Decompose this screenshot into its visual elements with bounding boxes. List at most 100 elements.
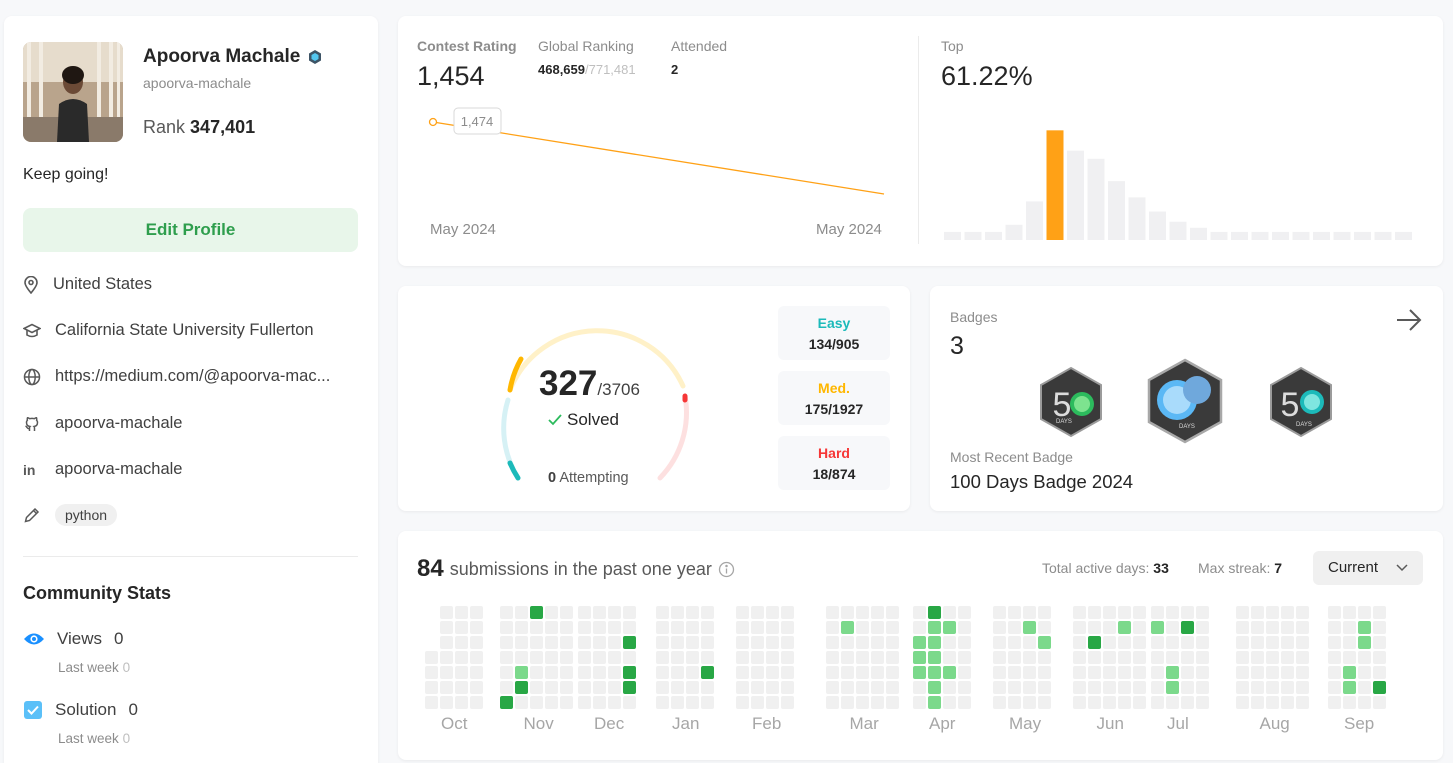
heatmap-cell[interactable] <box>1151 666 1164 679</box>
heatmap-cell[interactable] <box>1118 651 1131 664</box>
heatmap-cell[interactable] <box>608 651 621 664</box>
heatmap-cell[interactable] <box>1281 636 1294 649</box>
heatmap-cell[interactable] <box>871 696 884 709</box>
heatmap-cell[interactable] <box>455 696 468 709</box>
heatmap-cell[interactable] <box>500 681 513 694</box>
heatmap-cell[interactable] <box>826 636 839 649</box>
heatmap-cell[interactable] <box>1251 621 1264 634</box>
heatmap-cell[interactable] <box>545 651 558 664</box>
heatmap-cell[interactable] <box>578 606 591 619</box>
heatmap-cell[interactable] <box>913 681 926 694</box>
heatmap-cell[interactable] <box>871 606 884 619</box>
heatmap-cell[interactable] <box>886 606 899 619</box>
heatmap-cell[interactable] <box>943 606 956 619</box>
heatmap-cell[interactable] <box>1281 606 1294 619</box>
heatmap-cell[interactable] <box>841 651 854 664</box>
heatmap-cell[interactable] <box>826 606 839 619</box>
heatmap-cell[interactable] <box>1358 651 1371 664</box>
heatmap-cell[interactable] <box>766 696 779 709</box>
heatmap-cell[interactable] <box>1118 606 1131 619</box>
heatmap-cell[interactable] <box>1251 696 1264 709</box>
heatmap-cell[interactable] <box>425 681 438 694</box>
heatmap-cell[interactable] <box>751 666 764 679</box>
heatmap-cell[interactable] <box>686 621 699 634</box>
arrow-right-icon[interactable] <box>1395 308 1423 332</box>
heatmap-cell[interactable] <box>1073 666 1086 679</box>
heatmap-cell[interactable] <box>455 681 468 694</box>
heatmap-cell[interactable] <box>656 636 669 649</box>
heatmap-cell[interactable] <box>1166 651 1179 664</box>
heatmap-cell[interactable] <box>440 651 453 664</box>
heatmap-cell[interactable] <box>1103 666 1116 679</box>
heatmap-cell[interactable] <box>440 606 453 619</box>
heatmap-cell[interactable] <box>1236 636 1249 649</box>
heatmap-cell[interactable] <box>781 636 794 649</box>
heatmap-cell[interactable] <box>608 636 621 649</box>
heatmap-cell[interactable] <box>871 681 884 694</box>
heatmap-cell[interactable] <box>671 606 684 619</box>
heatmap-cell[interactable] <box>841 606 854 619</box>
heatmap-cell[interactable] <box>1023 696 1036 709</box>
heatmap-cell[interactable] <box>886 636 899 649</box>
heatmap-cell[interactable] <box>766 636 779 649</box>
heatmap-cell[interactable] <box>1281 696 1294 709</box>
heatmap-cell[interactable] <box>1166 666 1179 679</box>
heatmap-cell[interactable] <box>913 651 926 664</box>
heatmap-cell[interactable] <box>781 666 794 679</box>
heatmap-cell[interactable] <box>886 681 899 694</box>
heatmap-cell[interactable] <box>1358 696 1371 709</box>
website-row[interactable]: https://medium.com/@apoorva-mac... <box>23 367 363 386</box>
heatmap-cell[interactable] <box>1296 696 1309 709</box>
heatmap-cell[interactable] <box>841 696 854 709</box>
heatmap-cell[interactable] <box>913 636 926 649</box>
linkedin-row[interactable]: in apoorva-machale <box>23 460 363 479</box>
heatmap-cell[interactable] <box>671 636 684 649</box>
heatmap-cell[interactable] <box>1343 666 1356 679</box>
heatmap-cell[interactable] <box>886 666 899 679</box>
heatmap-cell[interactable] <box>841 621 854 634</box>
heatmap-cell[interactable] <box>593 636 606 649</box>
heatmap-cell[interactable] <box>1266 681 1279 694</box>
heatmap-cell[interactable] <box>1038 606 1051 619</box>
heatmap-cell[interactable] <box>530 681 543 694</box>
heatmap-cell[interactable] <box>578 696 591 709</box>
heatmap-cell[interactable] <box>1296 606 1309 619</box>
heatmap-cell[interactable] <box>440 666 453 679</box>
heatmap-cell[interactable] <box>440 636 453 649</box>
heatmap-cell[interactable] <box>886 696 899 709</box>
heatmap-cell[interactable] <box>686 666 699 679</box>
heatmap-cell[interactable] <box>425 651 438 664</box>
heatmap-cell[interactable] <box>958 606 971 619</box>
heatmap-cell[interactable] <box>1023 636 1036 649</box>
heatmap-cell[interactable] <box>656 651 669 664</box>
heatmap-cell[interactable] <box>766 621 779 634</box>
heatmap-cell[interactable] <box>1373 606 1386 619</box>
heatmap-cell[interactable] <box>1008 651 1021 664</box>
heatmap-cell[interactable] <box>993 696 1006 709</box>
heatmap-cell[interactable] <box>1151 651 1164 664</box>
heatmap-cell[interactable] <box>871 666 884 679</box>
heatmap-cell[interactable] <box>958 621 971 634</box>
heatmap-cell[interactable] <box>1133 621 1146 634</box>
heatmap-cell[interactable] <box>1023 651 1036 664</box>
heatmap-cell[interactable] <box>455 666 468 679</box>
heatmap-cell[interactable] <box>1151 696 1164 709</box>
heatmap-cell[interactable] <box>736 606 749 619</box>
heatmap-cell[interactable] <box>455 636 468 649</box>
heatmap-cell[interactable] <box>500 606 513 619</box>
heatmap-cell[interactable] <box>425 666 438 679</box>
heatmap-cell[interactable] <box>913 666 926 679</box>
heatmap-cell[interactable] <box>1236 666 1249 679</box>
heatmap-cell[interactable] <box>560 651 573 664</box>
heatmap-cell[interactable] <box>578 651 591 664</box>
heatmap-cell[interactable] <box>1236 696 1249 709</box>
info-icon[interactable] <box>718 561 735 578</box>
heatmap-cell[interactable] <box>515 651 528 664</box>
heatmap-cell[interactable] <box>686 606 699 619</box>
heatmap-cell[interactable] <box>1151 606 1164 619</box>
heatmap-cell[interactable] <box>656 696 669 709</box>
heatmap-cell[interactable] <box>766 606 779 619</box>
heatmap-cell[interactable] <box>1328 606 1341 619</box>
heatmap-cell[interactable] <box>913 696 926 709</box>
heatmap-cell[interactable] <box>1343 681 1356 694</box>
